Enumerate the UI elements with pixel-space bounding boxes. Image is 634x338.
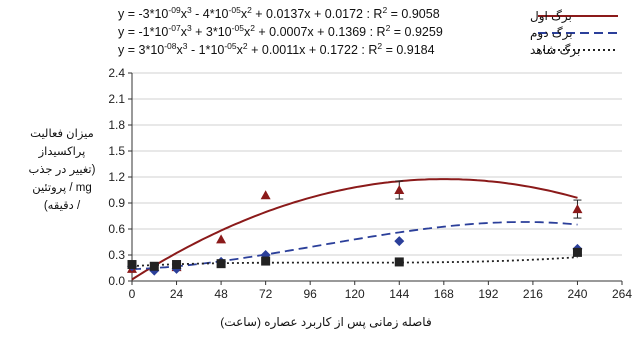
- x-tick-label: 264: [612, 287, 632, 301]
- data-points: [127, 180, 583, 276]
- x-tick-label: 0: [129, 287, 136, 301]
- y-tick-label: 0.6: [108, 222, 125, 236]
- legend-label-series-2: برگ دوم: [530, 26, 573, 41]
- trend-equations: y = -3*10-09x3 - 4*10-05x2 + 0.0137x + 0…: [118, 5, 443, 57]
- data-point-series-1: [394, 185, 405, 194]
- legend: برگ اول برگ دوم برگ شاهد: [530, 9, 618, 58]
- y-tick-label: 2.1: [108, 92, 125, 106]
- data-point-series-1: [260, 190, 271, 200]
- data-point-series-3: [394, 257, 404, 267]
- y-tick-label: 1.2: [108, 170, 125, 184]
- y-tick-labels: 0.0 0.3 0.6 0.9 1.2 1.5 1.8 2.1 2.4: [108, 66, 132, 288]
- x-tick-label: 144: [389, 287, 409, 301]
- data-point-series-3: [127, 260, 137, 270]
- trend-line-series-2: [131, 221, 578, 270]
- data-point-series-1: [216, 234, 227, 244]
- data-point-series-3: [572, 247, 582, 257]
- x-tick-label: 216: [523, 287, 543, 301]
- x-axis-label: فاصله زمانی پس از کاربرد عصاره (ساعت): [220, 315, 431, 330]
- y-axis-label-line: (تغییر در جذب: [29, 164, 96, 177]
- data-point-series-2: [394, 236, 405, 247]
- x-tick-label: 96: [304, 287, 318, 301]
- data-point-series-3: [216, 259, 226, 269]
- y-axis-label-line: میزان فعالیت: [30, 128, 94, 141]
- x-tick-label: 24: [170, 287, 184, 301]
- y-tick-label: 0.3: [108, 248, 125, 262]
- x-tick-label: 168: [434, 287, 454, 301]
- y-axis-label-line: / دقیقه): [44, 200, 81, 212]
- y-tick-label: 1.8: [108, 118, 125, 132]
- y-axis-label-line: پراکسیداز: [38, 146, 86, 159]
- data-point-series-1: [572, 204, 583, 214]
- x-tick-label: 240: [567, 287, 587, 301]
- trend-equation: y = 3*10-08x3 - 1*10-05x2 + 0.0011x + 0.…: [118, 41, 435, 57]
- y-tick-label: 0.0: [108, 274, 125, 288]
- y-axis-label: میزان فعالیت پراکسیداز (تغییر در جذب mg / پ…: [29, 128, 96, 212]
- trend-lines: [131, 178, 578, 281]
- legend-label-series-1: برگ اول: [530, 9, 572, 24]
- trend-equation: y = -3*10-09x3 - 4*10-05x2 + 0.0137x + 0…: [118, 5, 440, 21]
- y-tick-label: 1.5: [108, 144, 125, 158]
- x-tick-label: 48: [214, 287, 228, 301]
- trend-equation: y = -1*10-07x3 + 3*10-05x2 + 0.0007x + 0…: [118, 23, 443, 39]
- x-tick-labels: 0 24 48 72 96 120 144 168 192 216 240 264: [129, 281, 632, 301]
- y-tick-label: 2.4: [108, 66, 125, 80]
- trend-line-series-1: [131, 178, 578, 281]
- data-point-series-3: [172, 260, 182, 270]
- trend-line-series-3: [131, 256, 578, 267]
- legend-label-series-3: برگ شاهد: [530, 43, 580, 58]
- y-tick-label: 0.9: [108, 196, 125, 210]
- x-tick-label: 192: [478, 287, 498, 301]
- y-axis-label-line: mg / پروتئین: [32, 182, 92, 195]
- data-point-series-3: [261, 256, 271, 266]
- x-tick-label: 120: [345, 287, 365, 301]
- data-point-series-3: [149, 261, 159, 271]
- x-tick-label: 72: [259, 287, 273, 301]
- grid-lines: [132, 72, 622, 256]
